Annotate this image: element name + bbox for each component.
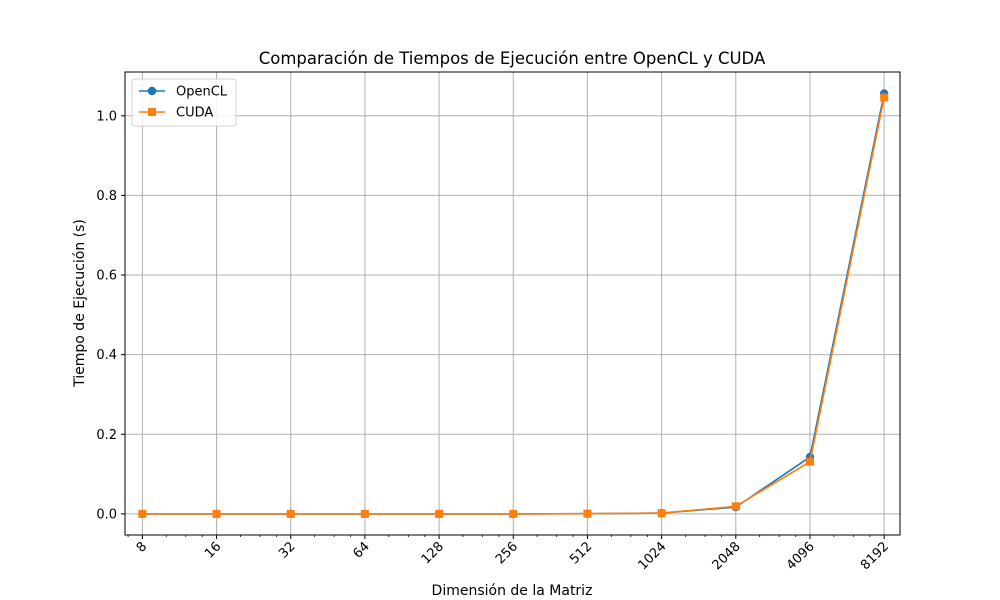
y-tick-label: 1.0 [96,109,117,124]
grid-lines [125,72,900,535]
point-cuda [731,502,740,511]
plot-area-frame [124,71,901,536]
point-cuda [583,509,592,518]
y-tick-label: 0.6 [96,269,117,284]
point-cuda [509,509,518,518]
legend-marker-opencl [147,86,157,96]
y-tick-label: 0.0 [96,507,117,522]
legend-label-cuda: CUDA [176,106,213,121]
y-tick-label: 0.2 [96,428,117,443]
point-cuda [138,509,147,518]
legend-marker-cuda [148,108,156,116]
point-cuda [212,509,221,518]
legend-label-opencl: OpenCL [176,85,228,100]
point-cuda [360,509,369,518]
y-axis-label: Tiempo de Ejecución (s) [72,219,88,388]
point-cuda [805,457,814,466]
x-axis-label: Dimensión de la Matriz [432,583,593,599]
point-cuda [435,509,444,518]
chart-title: Comparación de Tiempos de Ejecución entr… [259,49,766,68]
y-axis: 0.0 0.2 0.4 0.6 0.8 1.0 [96,109,125,522]
y-tick-label: 0.4 [96,348,117,363]
y-tick-label: 0.8 [96,189,117,204]
point-cuda [880,93,889,102]
point-cuda [657,509,666,518]
legend: OpenCL CUDA [131,78,237,127]
point-cuda [286,509,295,518]
series-layer [138,89,889,519]
